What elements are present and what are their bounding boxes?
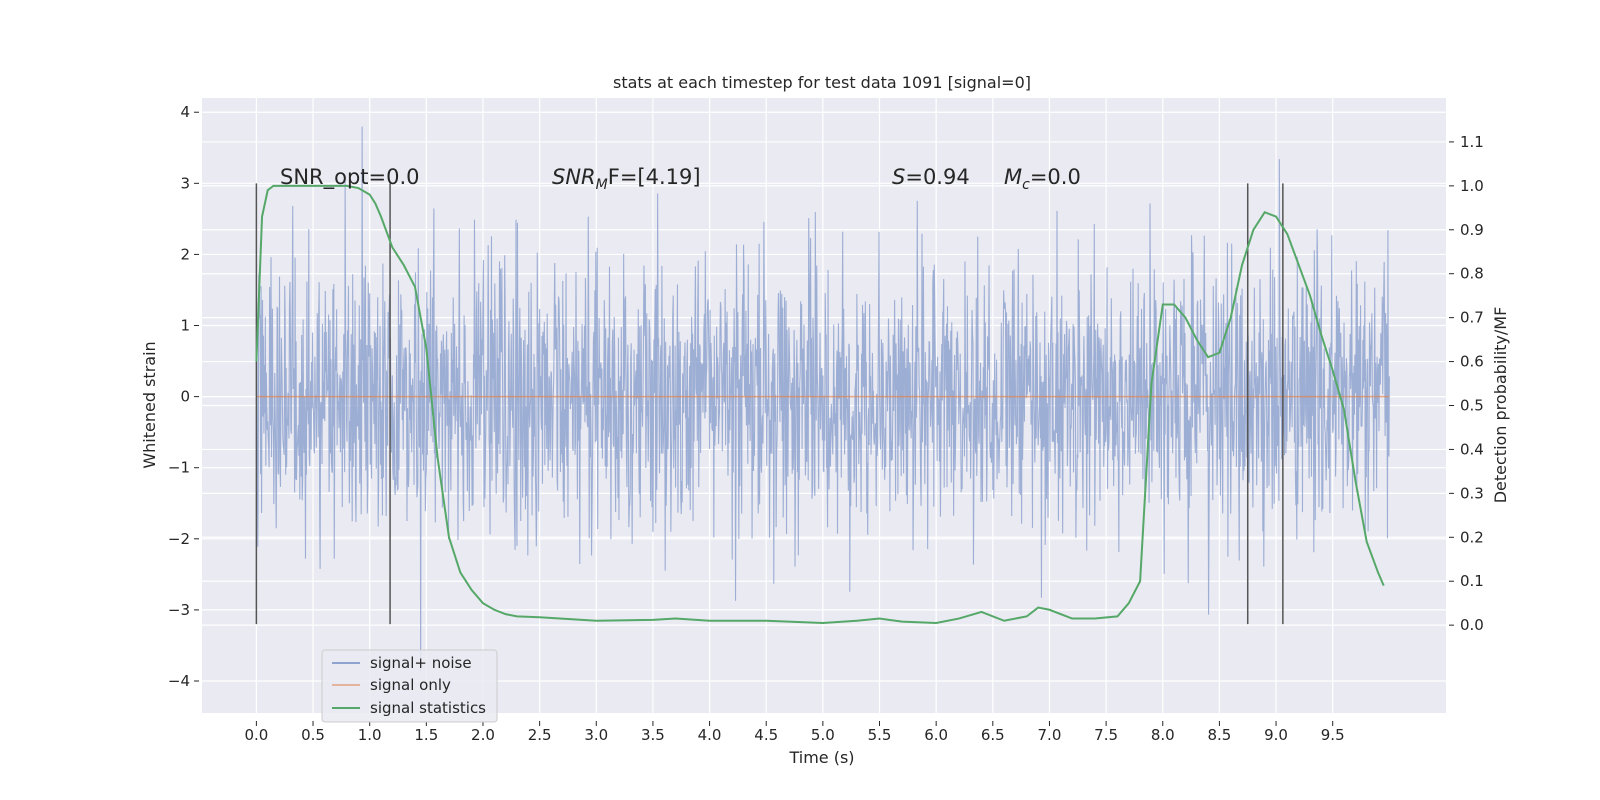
x-tick-label: 7.5	[1094, 726, 1118, 744]
x-tick-label: 5.0	[811, 726, 835, 744]
y2-tick-label: 0.2	[1460, 528, 1484, 546]
x-tick-label: 7.0	[1038, 726, 1062, 744]
y2-axis-ticks: 1.1 1.0 0.9 0.8 0.7 0.6 0.5 0.4 0.3 0.2 0.1 0.0	[1449, 133, 1484, 634]
y2-tick-label: 0.7	[1460, 309, 1484, 327]
x-tick-label: 5.5	[868, 726, 892, 744]
legend: signal+ noise signal only signal statist…	[321, 649, 498, 723]
y2-tick-label: 0.3	[1460, 484, 1484, 502]
y-tick-label: 0	[180, 388, 190, 406]
y2-tick-label: 0.6	[1460, 353, 1484, 371]
y2-tick-label: 0.8	[1460, 265, 1484, 283]
legend-label-signal-statistics: signal statistics	[370, 699, 486, 717]
y-tick-label: −3	[168, 601, 190, 619]
y-tick-label: −1	[168, 459, 190, 477]
chart-title: stats at each timestep for test data 109…	[613, 73, 1031, 92]
series-line-signal-noise	[255, 126, 1390, 672]
x-tick-label: 8.5	[1207, 726, 1231, 744]
x-tick-label: 8.0	[1151, 726, 1175, 744]
annotation-s-value: =0.94	[905, 165, 969, 189]
y-axis-ticks: 4 3 2 1 0 −1 −2 −3 −4	[168, 103, 199, 690]
x-axis-ticks: 0.0 0.5 1.0 1.5 2.0 2.5 3.0 3.5 4.0 4.5 5.0 5.5 6.0 6…	[244, 721, 1345, 744]
annotation-snr-opt: SNR_opt=0.0	[280, 165, 420, 190]
annotation-mc-value: =0.0	[1030, 165, 1081, 189]
annotation-mc-sub: c	[1022, 177, 1030, 193]
x-tick-label: 0.0	[244, 726, 268, 744]
x-tick-label: 3.0	[584, 726, 608, 744]
x-tick-label: 0.5	[301, 726, 325, 744]
y-axis-label: Whitened strain	[140, 341, 159, 468]
x-tick-label: 6.0	[924, 726, 948, 744]
annotation-snr-mf: SNRMF=[4.19]	[552, 165, 701, 193]
x-tick-label: 1.5	[414, 726, 438, 744]
y-tick-label: −2	[168, 530, 190, 548]
annotation-mc: Mc=0.0	[1004, 165, 1081, 193]
series-signal-statistics	[255, 184, 1385, 624]
marker-lines	[255, 183, 1284, 625]
x-tick-label: 1.0	[358, 726, 382, 744]
y-tick-label: 1	[180, 317, 190, 335]
y2-tick-label: 0.9	[1460, 221, 1484, 239]
x-tick-label: 3.5	[641, 726, 665, 744]
x-tick-label: 4.0	[698, 726, 722, 744]
x-tick-label: 2.0	[471, 726, 495, 744]
legend-label-signal-noise: signal+ noise	[370, 654, 472, 672]
annotation-snr-mf-value: F=[4.19]	[608, 165, 701, 189]
x-axis-label: Time (s)	[788, 748, 854, 767]
x-tick-label: 6.5	[981, 726, 1005, 744]
y-tick-label: 2	[180, 245, 190, 263]
y2-tick-label: 0.0	[1460, 616, 1484, 634]
annotation-s-label: S	[892, 165, 905, 189]
y2-tick-label: 1.0	[1460, 177, 1484, 195]
x-tick-label: 4.5	[754, 726, 778, 744]
annotation-mc-label: M	[1004, 165, 1022, 189]
y-tick-label: 4	[180, 103, 190, 121]
y2-tick-label: 1.1	[1460, 133, 1484, 151]
annotation-snr-mf-sub: M	[596, 177, 608, 193]
series-line-signal-statistics	[255, 184, 1385, 624]
x-tick-label: 9.5	[1321, 726, 1345, 744]
y-tick-label: 3	[180, 174, 190, 192]
y2-axis-label: Detection probability/MF	[1491, 307, 1510, 504]
x-tick-label: 9.0	[1264, 726, 1288, 744]
y2-tick-label: 0.1	[1460, 572, 1484, 590]
annotation-snr-mf-label: SNR	[552, 165, 596, 189]
annotation-s: S=0.94	[892, 165, 970, 189]
legend-label-signal-only: signal only	[370, 676, 451, 694]
x-tick-label: 2.5	[528, 726, 552, 744]
series-signal-noise	[255, 126, 1390, 672]
y2-tick-label: 0.4	[1460, 440, 1484, 458]
legend-box	[321, 649, 498, 723]
y-tick-label: −4	[168, 672, 190, 690]
y2-tick-label: 0.5	[1460, 397, 1484, 415]
